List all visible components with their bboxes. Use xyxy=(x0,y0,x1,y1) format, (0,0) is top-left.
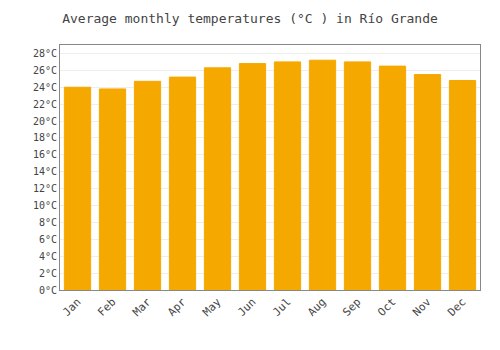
svg-text:16°C: 16°C xyxy=(33,149,57,160)
svg-text:10°C: 10°C xyxy=(33,200,57,211)
svg-text:28°C: 28°C xyxy=(33,48,57,59)
svg-text:Oct: Oct xyxy=(375,296,398,319)
svg-text:Apr: Apr xyxy=(165,295,189,319)
svg-text:Dec: Dec xyxy=(445,296,468,319)
svg-text:Jun: Jun xyxy=(235,296,258,319)
svg-text:Aug: Aug xyxy=(305,296,328,319)
svg-text:0°C: 0°C xyxy=(39,285,57,296)
svg-text:May: May xyxy=(200,295,224,319)
svg-text:Jan: Jan xyxy=(60,296,83,319)
svg-text:Average monthly temperatures (: Average monthly temperatures (°C ) in Rí… xyxy=(62,11,438,26)
svg-text:4°C: 4°C xyxy=(39,251,57,262)
svg-text:26°C: 26°C xyxy=(33,65,57,76)
svg-text:14°C: 14°C xyxy=(33,166,57,177)
svg-text:20°C: 20°C xyxy=(33,116,57,127)
svg-text:2°C: 2°C xyxy=(39,268,57,279)
svg-text:24°C: 24°C xyxy=(33,82,57,93)
svg-text:Feb: Feb xyxy=(95,296,118,319)
svg-text:6°C: 6°C xyxy=(39,234,57,245)
svg-text:22°C: 22°C xyxy=(33,99,57,110)
svg-text:Mar: Mar xyxy=(130,295,154,319)
svg-text:8°C: 8°C xyxy=(39,217,57,228)
svg-text:Nov: Nov xyxy=(410,295,434,319)
svg-text:18°C: 18°C xyxy=(33,132,57,143)
svg-text:Sep: Sep xyxy=(340,296,363,319)
svg-text:Jul: Jul xyxy=(270,296,293,319)
svg-text:12°C: 12°C xyxy=(33,183,57,194)
